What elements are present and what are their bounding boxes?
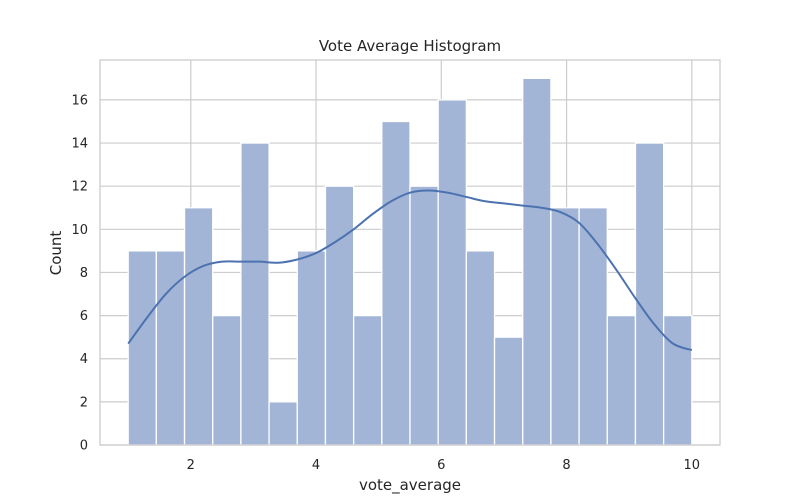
chart-title: Vote Average Histogram — [319, 37, 501, 55]
y-tick-label: 12 — [71, 180, 88, 195]
histogram-bar — [212, 314, 242, 446]
histogram-bar — [437, 99, 468, 446]
histogram-bar — [606, 314, 637, 446]
x-tick-label: 8 — [562, 458, 570, 473]
y-tick-label: 14 — [71, 137, 88, 152]
x-tick-label: 4 — [312, 458, 320, 473]
y-tick-label: 10 — [71, 223, 88, 238]
histogram-bar — [550, 207, 580, 446]
histogram-bar — [662, 314, 693, 446]
kde-curve — [127, 189, 693, 352]
y-axis-label: Count — [47, 231, 65, 276]
x-axis-label: vote_average — [359, 476, 461, 495]
histogram-bar — [381, 120, 411, 446]
plot-frame — [99, 59, 721, 446]
y-tick-label: 8 — [80, 266, 88, 281]
histogram-bar — [578, 207, 608, 446]
histogram-bar — [268, 401, 298, 446]
histogram-bar — [465, 250, 496, 446]
y-tick-label: 16 — [71, 93, 88, 108]
y-tick-label: 0 — [80, 439, 88, 454]
histogram-bar — [522, 77, 552, 446]
x-tick-label: 6 — [437, 458, 445, 473]
x-tick-label: 10 — [684, 458, 701, 473]
histogram-bar — [183, 207, 214, 446]
histogram-bar — [296, 250, 327, 446]
histogram-bar — [240, 142, 270, 446]
histogram-bar — [127, 250, 158, 446]
histogram-bar — [409, 185, 439, 446]
y-tick-label: 2 — [80, 395, 88, 410]
y-tick-label: 4 — [80, 352, 88, 367]
histogram-bar — [352, 314, 383, 446]
histogram-bar — [634, 142, 665, 446]
histogram-bar — [493, 336, 524, 446]
histogram-bar — [324, 185, 355, 446]
histogram-bars — [127, 77, 693, 446]
y-tick-label: 6 — [80, 309, 88, 324]
x-tick-label: 2 — [187, 458, 195, 473]
